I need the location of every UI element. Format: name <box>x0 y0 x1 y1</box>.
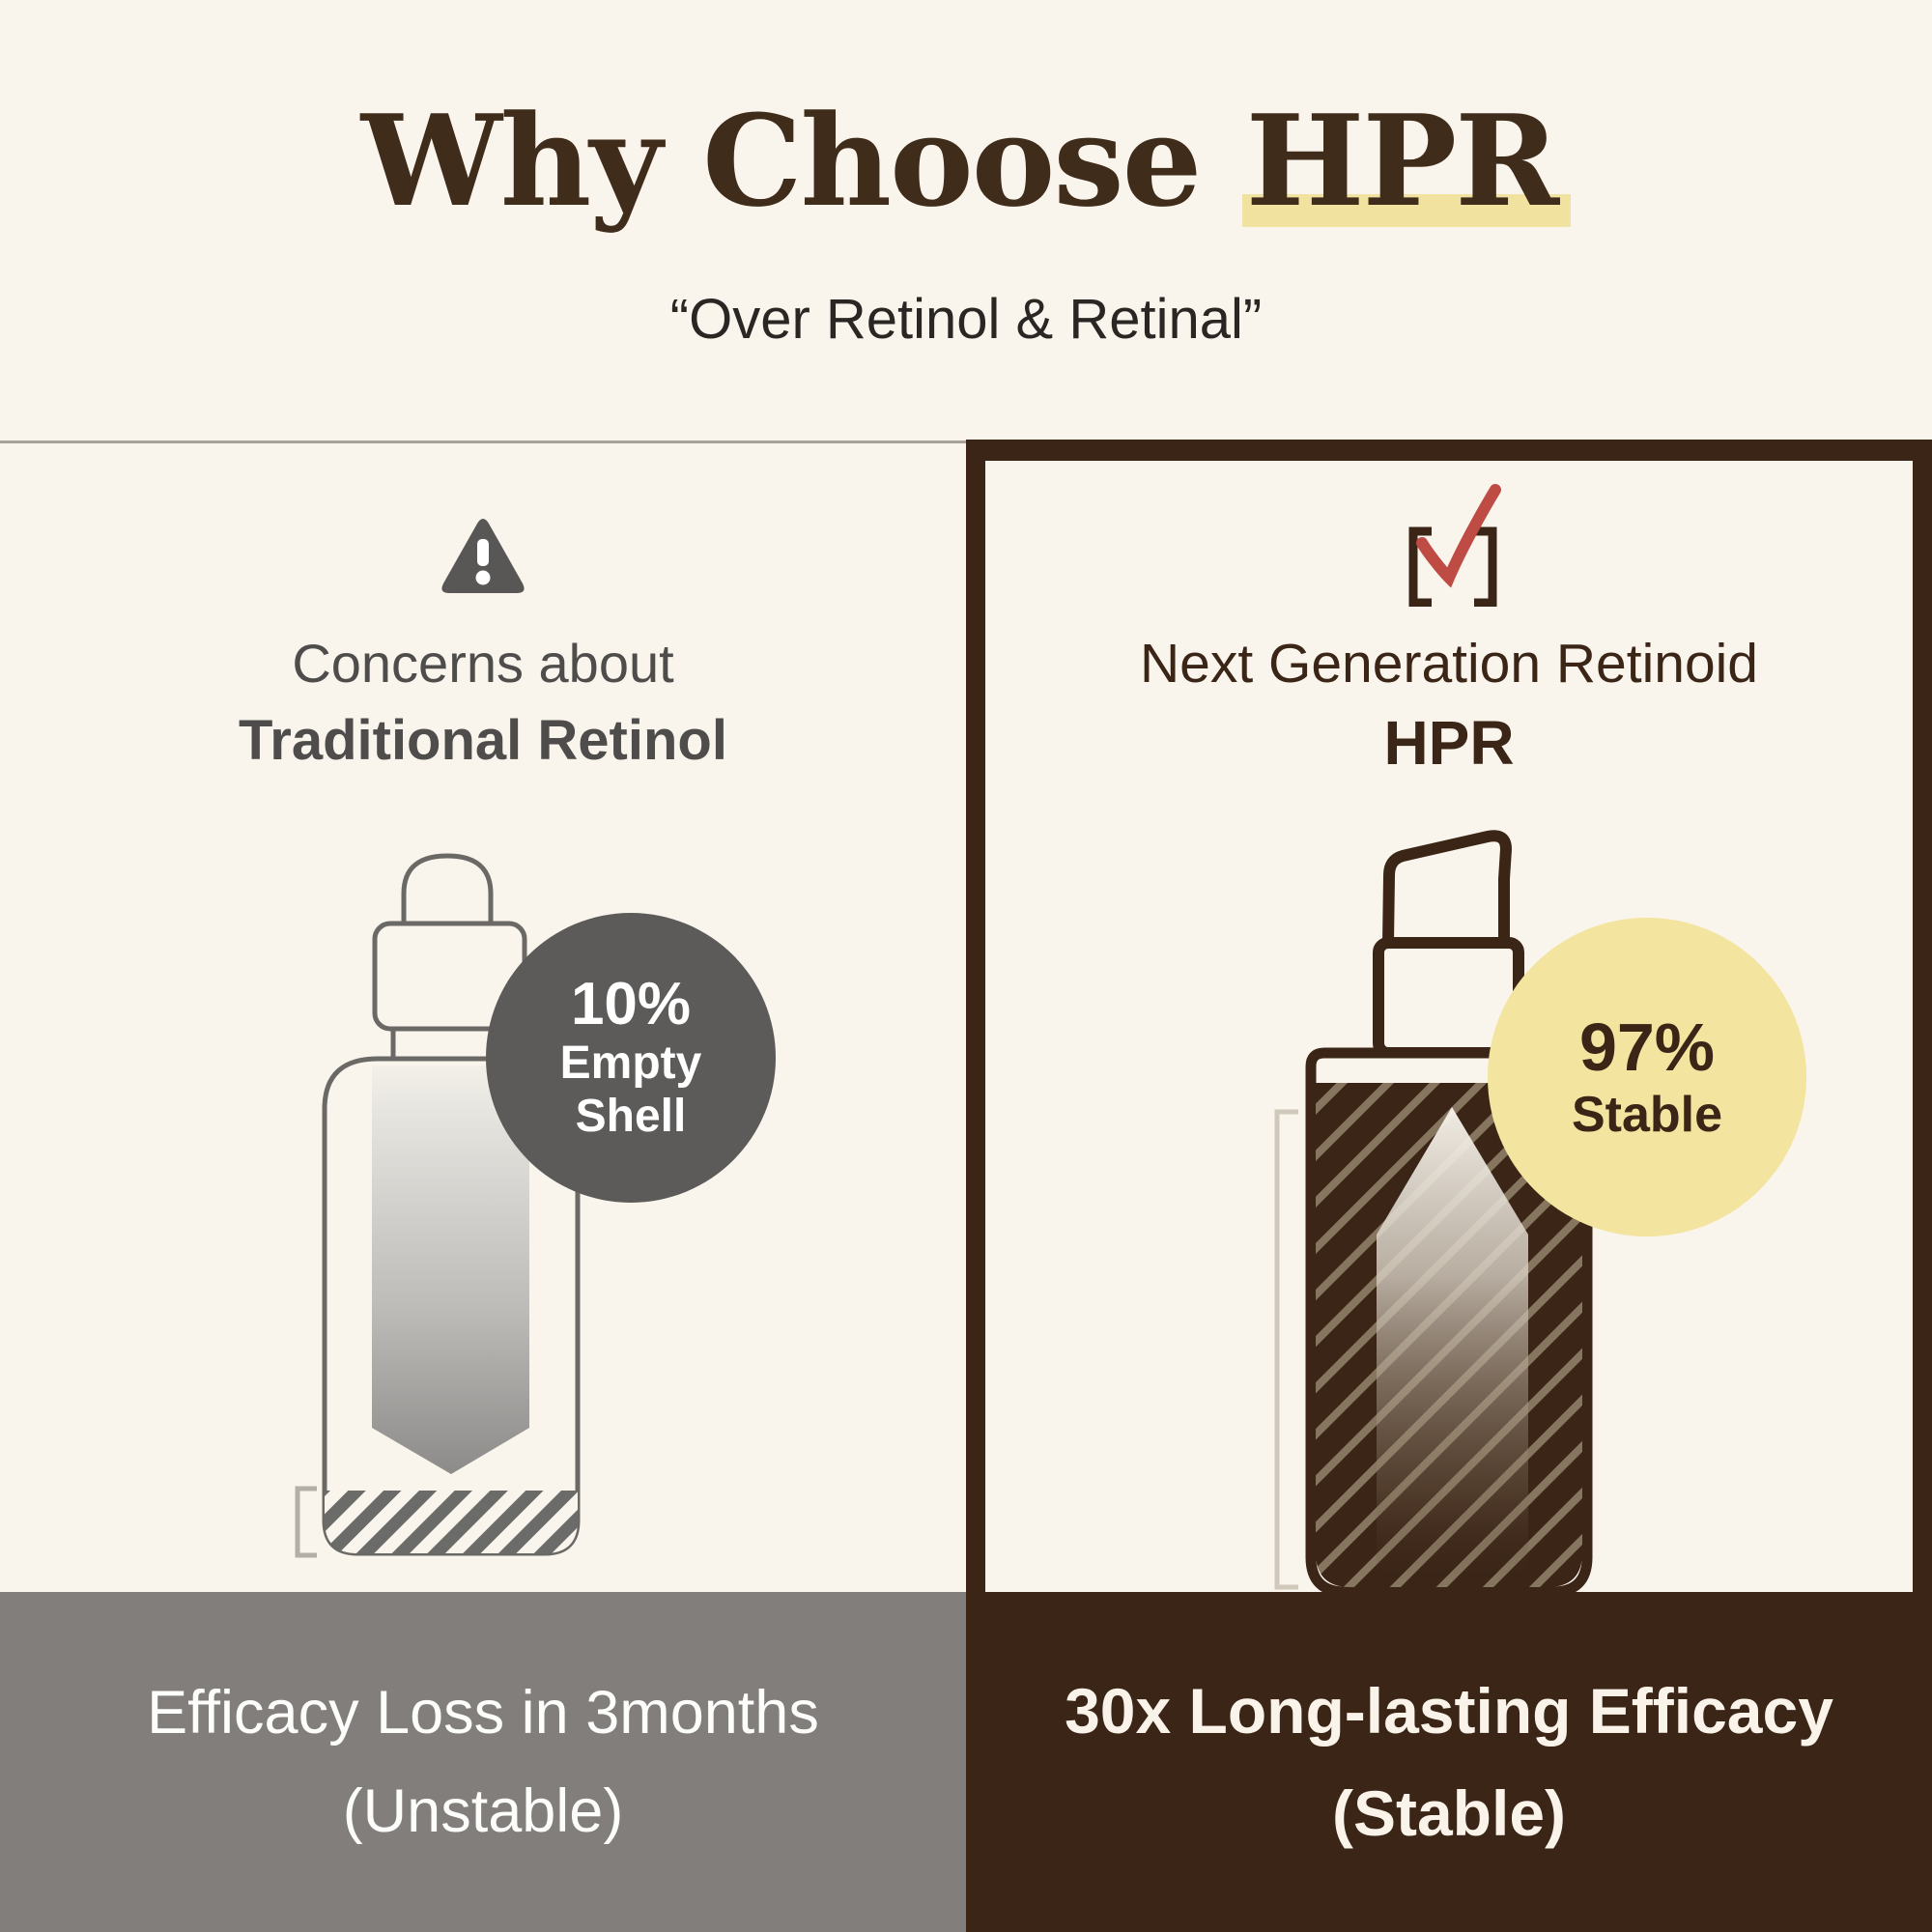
left-caption-line2: Traditional Retinol <box>239 709 727 772</box>
badge-value: 97% <box>1578 1009 1716 1085</box>
right-footer-band: 30x Long-lasting Efficacy (Stable) <box>966 1592 1932 1932</box>
left-footer-band: Efficacy Loss in 3months (Unstable) <box>0 1592 966 1932</box>
left-caption-line1: Concerns about <box>292 633 674 694</box>
right-footer-line1: 30x Long-lasting Efficacy <box>1065 1675 1833 1747</box>
pump-nozzle <box>1382 830 1512 949</box>
badge-label-line2: Shell <box>575 1091 687 1142</box>
warning-triangle-icon <box>441 519 525 593</box>
empty-shell-badge: 10% Empty Shell <box>486 913 776 1203</box>
dropper-bulb <box>401 853 494 923</box>
left-panel-caption: Concerns about Traditional Retinol <box>0 626 966 781</box>
content-level-gradient <box>372 1065 529 1474</box>
checkbox-checked-icon <box>1408 484 1501 607</box>
right-panel-caption: Next Generation Retinoid HPR <box>966 626 1932 784</box>
right-caption-line2: HPR <box>1383 708 1515 778</box>
measure-bracket <box>295 1486 317 1558</box>
residue-hatch-band <box>325 1491 578 1553</box>
badge-label-line1: Empty <box>559 1037 702 1089</box>
left-footer-line2: (Unstable) <box>342 1777 624 1845</box>
right-caption-line1: Next Generation Retinoid <box>1139 633 1759 695</box>
stable-badge: 97% Stable <box>1488 918 1806 1236</box>
measure-bracket <box>1274 1109 1298 1590</box>
title-prefix: Why Choose <box>360 87 1242 235</box>
content-level-gradient <box>1377 1107 1528 1587</box>
badge-label-line1: Stable <box>1571 1087 1723 1143</box>
right-panel-border <box>966 440 1932 1592</box>
right-footer-line2: (Stable) <box>1331 1777 1567 1849</box>
left-footer-line1: Efficacy Loss in 3months <box>147 1679 819 1747</box>
title-highlight-hpr: HPR <box>1241 87 1572 235</box>
page-subtitle: “Over Retinol & Retinal” <box>669 288 1263 351</box>
page-title: Why Choose HPR <box>0 87 1932 235</box>
pump-bottle-illustration <box>1274 830 1593 1598</box>
divider-line <box>0 440 978 443</box>
badge-value: 10% <box>570 971 692 1037</box>
